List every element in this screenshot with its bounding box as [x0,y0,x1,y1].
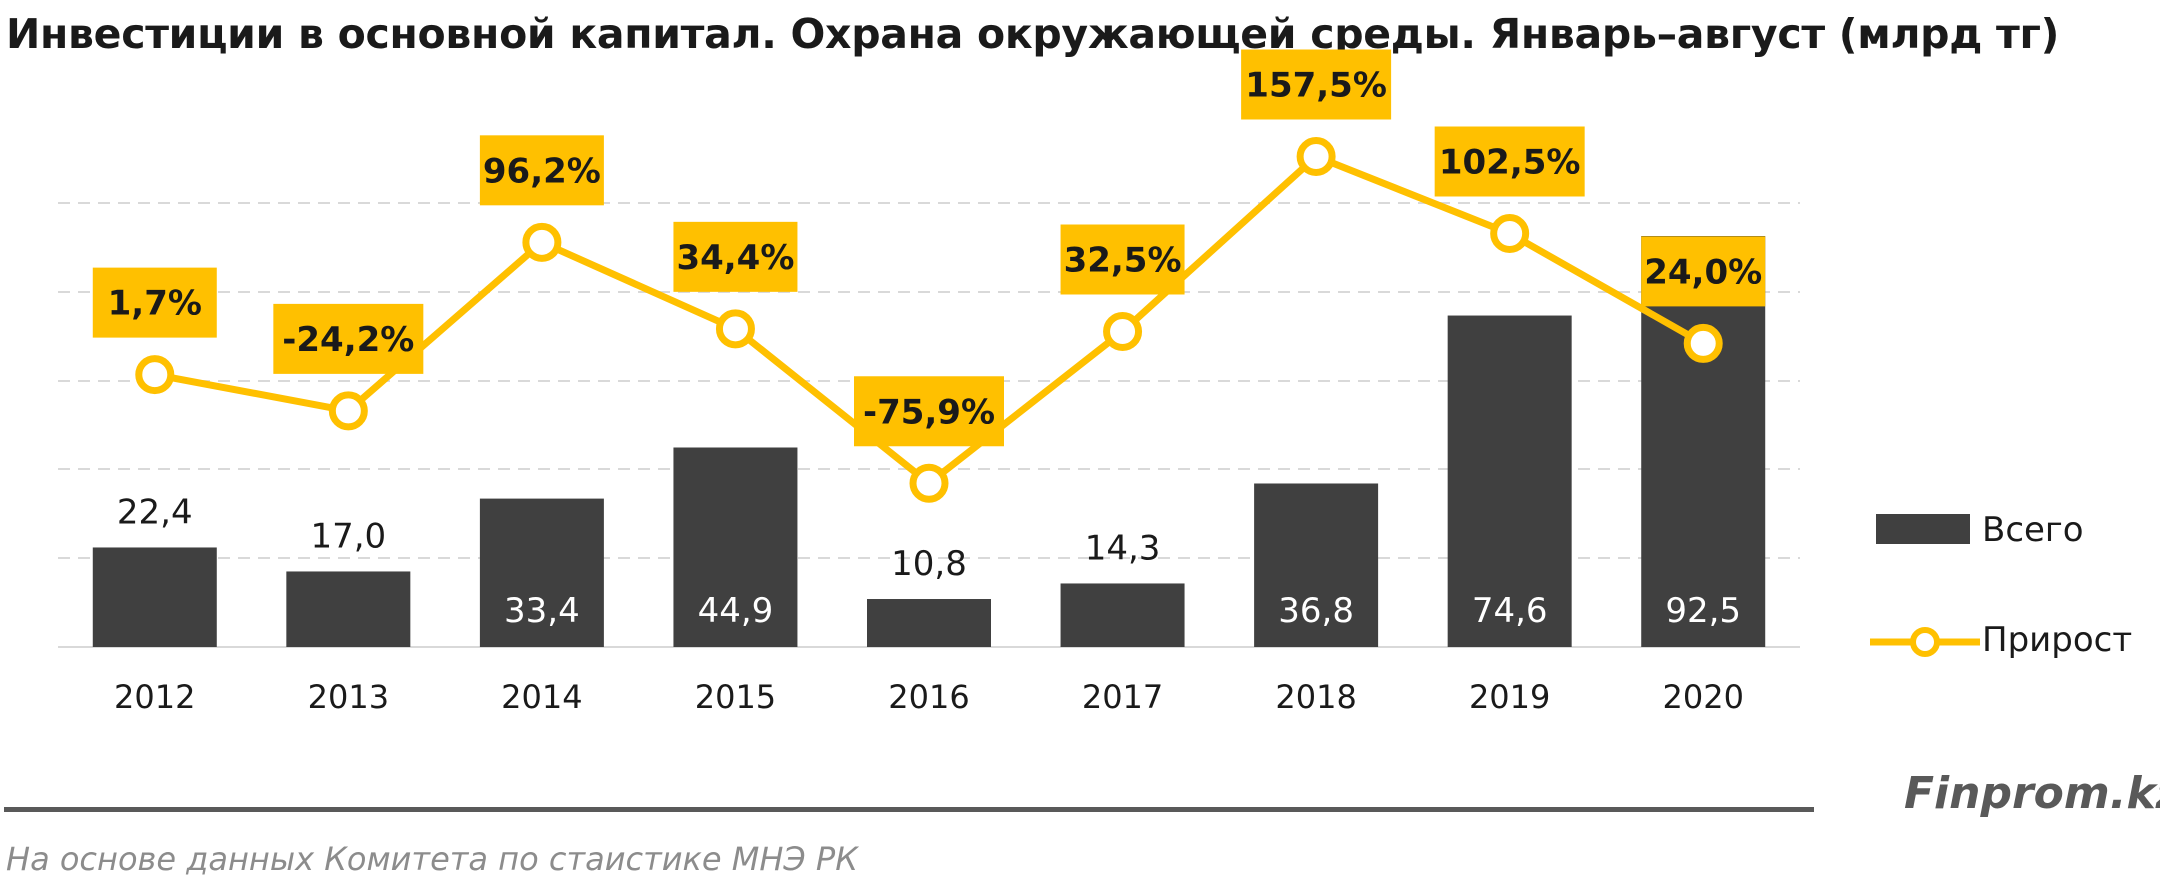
growth-point-2014 [522,222,562,262]
growth-label-box [479,135,604,206]
growth-value-label: 1,7% [108,284,202,324]
growth-label-2016: -75,9% [854,376,1004,447]
chart-title: Инвестиции в основной капитал. Охрана ок… [6,10,2060,58]
x-tick-label: 2017 [1082,678,1163,716]
growth-point-2019 [1490,214,1530,253]
x-tick-label: 2012 [114,678,195,716]
x-tick-label: 2015 [695,678,776,716]
bar-series: 22,4 17,0 33,4 44,9 10,8 14,3 36,8 74,6 92,5 [92,236,1766,647]
bar-value-label: 44,9 [698,591,774,631]
line-series: 1,7% -24,2% 96,2% 34,4% -75,9% 32,5% 157,5% 102… [92,49,1766,503]
growth-point-2018 [1296,137,1336,176]
growth-value-label: -24,2% [282,320,414,360]
bar-value-label: 36,8 [1278,591,1354,631]
growth-value-label: 24,0% [1644,252,1762,292]
growth-label-2019: 102,5% [1434,126,1585,197]
growth-value-label: 32,5% [1064,241,1182,281]
legend-label-bars: Всего [1982,510,2084,550]
bar-2014 [479,498,604,647]
legend-label-line: Прирост [1982,620,2133,660]
bar-value-label: 92,5 [1665,591,1741,631]
growth-label-box [1434,126,1585,197]
growth-point-2012 [135,355,175,395]
legend-swatch-bars [1876,514,1970,544]
growth-label-box [673,221,798,292]
growth-point-2013 [328,391,368,431]
bar-value-label: 10,8 [891,544,967,584]
bar-2015 [673,447,798,647]
x-tick-label: 2019 [1469,678,1550,716]
growth-label-2012: 1,7% [92,267,217,338]
growth-label-2013: -24,2% [273,303,424,374]
growth-label-box [854,376,1004,447]
bar-value-label: 14,3 [1085,528,1161,568]
bar-2019 [1447,315,1572,647]
bar-2018 [1254,483,1379,647]
growth-label-box [1060,224,1185,295]
source-note: На основе данных Комитета по стаистике М… [6,840,858,878]
legend-swatch-line [1870,627,1980,657]
footer-divider [4,807,1814,812]
bar-value-label: 33,4 [504,591,580,631]
growth-value-label: 157,5% [1245,66,1387,106]
bar-value-label: 22,4 [117,492,193,532]
bar-2012 [92,547,217,647]
bar-value-label: 17,0 [310,516,386,556]
x-tick-label: 2018 [1275,678,1356,716]
growth-point-2016 [909,463,949,503]
growth-label-2014: 96,2% [479,135,604,206]
x-tick-label: 2014 [501,678,582,716]
growth-label-box [273,303,424,374]
bar-2017 [1060,583,1185,647]
growth-label-2017: 32,5% [1060,224,1185,295]
growth-point-2020 [1683,323,1723,363]
growth-point-2017 [1103,312,1143,351]
growth-label-box [1241,49,1392,120]
x-tick-label: 2016 [888,678,969,716]
x-tick-label: 2013 [308,678,389,716]
growth-value-label: 102,5% [1439,143,1581,183]
bar-2013 [286,571,411,647]
growth-label-2015: 34,4% [673,221,798,292]
growth-label-box [92,267,217,338]
growth-label-2018: 157,5% [1241,49,1392,120]
x-tick-label: 2020 [1663,678,1744,716]
growth-label-box [1641,236,1766,307]
bar-2016 [867,599,991,647]
growth-value-label: 34,4% [676,238,794,278]
growth-value-label: -75,9% [863,392,995,432]
bar-value-label: 74,6 [1472,591,1548,631]
growth-point-2015 [715,309,755,349]
brand-logo-text: Finprom.kz [1904,768,2160,819]
growth-value-label: 96,2% [483,151,601,191]
growth-label-2020: 24,0% [1641,236,1766,307]
x-axis-ticks: 2012 2013 2014 2015 2016 2017 2018 2019 2020 [114,678,1744,716]
